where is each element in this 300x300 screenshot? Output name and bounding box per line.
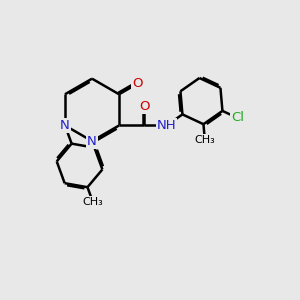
Text: O: O <box>139 100 150 113</box>
Text: N: N <box>87 135 97 148</box>
Text: N: N <box>60 119 70 132</box>
Text: CH₃: CH₃ <box>194 135 215 145</box>
Text: O: O <box>132 77 143 90</box>
Text: CH₃: CH₃ <box>82 197 103 207</box>
Text: NH: NH <box>157 119 176 132</box>
Text: Cl: Cl <box>231 111 244 124</box>
